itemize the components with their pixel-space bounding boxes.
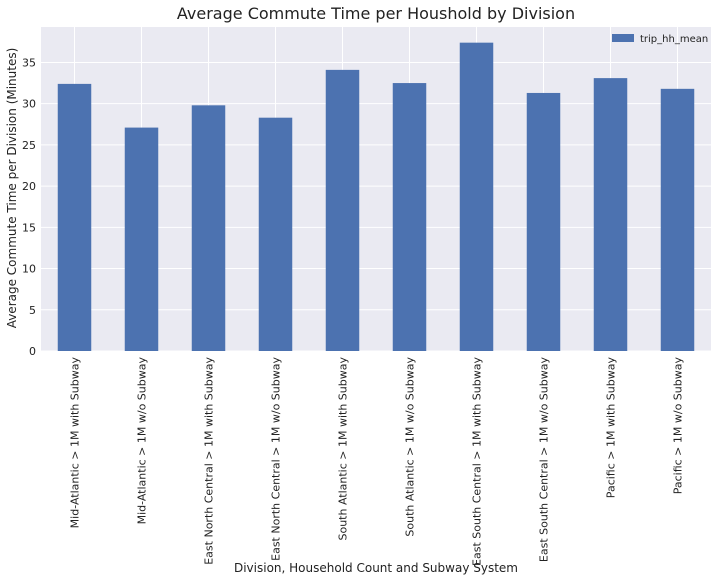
legend: trip_hh_mean — [612, 34, 708, 45]
x-ticks: Mid-Atlantic > 1M with Subway Mid-Atlanti… — [69, 357, 685, 566]
y-tick-label-3: 15 — [22, 221, 36, 234]
bar-3 — [258, 117, 293, 352]
bar-6 — [459, 42, 494, 351]
bar-1 — [124, 127, 159, 351]
x-tick-label-7: East South Central > 1M w/o Subway — [538, 357, 551, 563]
bar-5 — [392, 83, 427, 351]
x-tick-label-2: East North Central > 1M with Subway — [203, 357, 216, 565]
x-tick-label-9: Pacific > 1M w/o Subway — [672, 357, 685, 495]
legend-swatch — [612, 34, 634, 42]
legend-label: trip_hh_mean — [640, 34, 708, 45]
x-tick-label-8: Pacific > 1M with Subway — [605, 357, 618, 499]
x-tick-label-5: South Atlantic > 1M w/o Subway — [404, 357, 417, 537]
y-tick-label-4: 20 — [22, 180, 36, 193]
bar-0 — [57, 83, 92, 351]
x-tick-label-0: Mid-Atlantic > 1M with Subway — [69, 357, 82, 529]
y-ticks: 0 5 10 15 20 25 30 35 — [22, 56, 36, 358]
y-tick-label-2: 10 — [22, 263, 36, 276]
bar-9 — [660, 88, 695, 351]
x-tick-label-4: South Atlantic > 1M with Subway — [337, 357, 350, 541]
bars-layer — [57, 42, 695, 352]
x-tick-label-3: East North Central > 1M w/o Subway — [270, 357, 283, 561]
y-tick-label-6: 30 — [22, 98, 36, 111]
bar-4 — [325, 69, 360, 351]
y-tick-label-1: 5 — [29, 304, 36, 317]
bar-7 — [526, 92, 561, 352]
chart-title: Average Commute Time per Houshold by Div… — [177, 4, 575, 23]
y-tick-label-5: 25 — [22, 139, 36, 152]
y-tick-label-0: 0 — [29, 345, 36, 358]
y-axis-label: Average Commute Time per Division (Minut… — [5, 48, 19, 329]
bar-2 — [191, 105, 226, 351]
x-axis-label: Division, Household Count and Subway Sys… — [234, 561, 518, 575]
bar-8 — [593, 78, 628, 351]
x-tick-label-1: Mid-Atlantic > 1M w/o Subway — [136, 357, 149, 525]
y-tick-label-7: 35 — [22, 56, 36, 69]
x-tick-label-6: East South Central > 1M with Subway — [471, 357, 484, 566]
